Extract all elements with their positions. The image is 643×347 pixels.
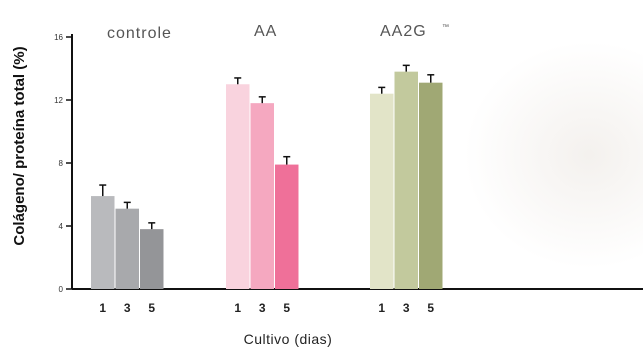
x-tick-label: 5: [427, 301, 434, 315]
labels: 0 4 8 12 16 1 3 5 controle 1 3 5 AA 1 3 5 AA2G ™: [54, 23, 449, 315]
bars: [91, 64, 443, 290]
bar: [394, 71, 418, 290]
group-label: controle: [107, 25, 172, 42]
bar: [140, 229, 164, 289]
y-axis-title: Colágeno/ proteína total (%): [11, 46, 28, 245]
trademark-superscript: ™: [442, 24, 449, 31]
y-tick-label: 0: [59, 285, 64, 294]
group-label: AA2G: [380, 23, 427, 40]
bar: [115, 208, 139, 289]
axes: [66, 34, 643, 290]
x-tick-label: 5: [283, 301, 290, 315]
x-tick-label: 3: [403, 301, 410, 315]
group-label: AA: [254, 23, 277, 40]
bar-group-aa: [226, 77, 299, 290]
x-axis-title: Cultivo (dias): [244, 331, 333, 347]
bar: [91, 196, 115, 289]
bar: [226, 84, 250, 289]
x-tick-label: 1: [234, 301, 241, 315]
bar-group-controle: [91, 184, 164, 289]
x-tick-label: 1: [378, 301, 385, 315]
x-tick-label: 3: [124, 301, 131, 315]
bar: [250, 103, 274, 290]
y-tick-label: 8: [59, 159, 64, 168]
bar: [419, 82, 443, 289]
x-tick-label: 5: [148, 301, 155, 315]
bar: [275, 164, 299, 289]
y-tick-label: 4: [59, 222, 64, 231]
bar-group-aa2g: [370, 64, 443, 290]
x-tick-label: 3: [259, 301, 266, 315]
bar: [370, 93, 394, 289]
y-tick-label: 12: [54, 96, 63, 105]
x-tick-label: 1: [99, 301, 106, 315]
y-tick-label: 16: [54, 33, 63, 42]
